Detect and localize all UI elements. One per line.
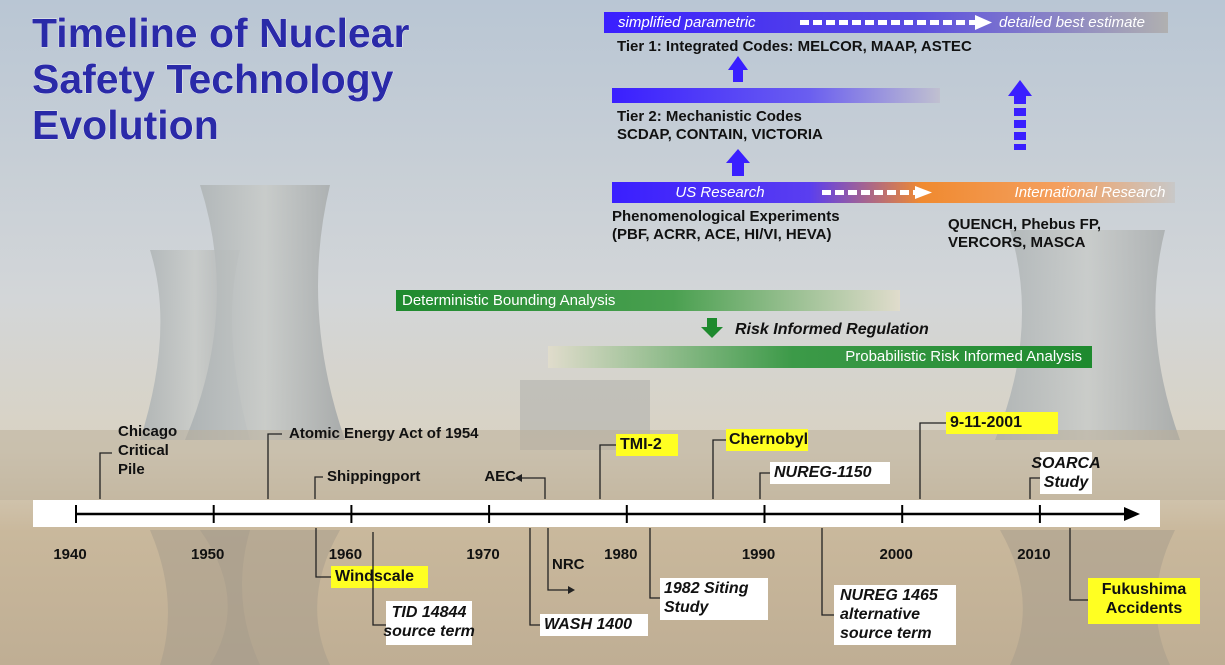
event-label: Fukushima	[1102, 581, 1187, 598]
event-label: source term	[383, 623, 475, 640]
event-label: NUREG-1150	[774, 464, 872, 481]
event-label: WASH 1400	[544, 616, 632, 633]
cooling-tower	[995, 230, 1180, 440]
event-label: Study	[664, 599, 710, 616]
event-label: NUREG 1465	[840, 587, 939, 604]
event-label: Accidents	[1106, 600, 1183, 617]
event-label: Pile	[118, 461, 145, 478]
experiments-label: Phenomenological Experiments	[612, 208, 840, 225]
arrow-dash	[1014, 144, 1026, 150]
event-label: Chicago	[118, 423, 177, 440]
regulation-label: Risk Informed Regulation	[735, 321, 929, 338]
title-line: Timeline of Nuclear	[32, 10, 410, 56]
bar-label: Probabilistic Risk Informed Analysis	[845, 348, 1082, 365]
bar-label: simplified parametric	[618, 14, 756, 31]
slide: Timeline of NuclearSafety TechnologyEvol…	[0, 0, 1225, 665]
bar-label: US Research	[675, 184, 764, 201]
arrow-dash	[1014, 132, 1026, 140]
event-label: TID 14844	[392, 604, 467, 621]
experiments-label: QUENCH, Phebus FP,	[948, 216, 1101, 233]
event-label: TMI-2	[620, 436, 662, 453]
event-label: SOARCA	[1031, 455, 1100, 472]
tier2-label: Tier 2: Mechanistic Codes	[617, 108, 802, 125]
event-label: Chernobyl	[729, 431, 808, 448]
experiments-label: VERCORS, MASCA	[948, 234, 1086, 251]
event-label: AEC	[484, 468, 516, 485]
title-line: Evolution	[32, 102, 219, 148]
event-label: 9-11-2001	[950, 414, 1022, 431]
year-label: 1990	[742, 546, 775, 563]
year-label: 1970	[466, 546, 499, 563]
event-label: Shippingport	[327, 468, 420, 485]
arrow-dash	[1014, 108, 1026, 116]
bar-label: International Research	[1015, 184, 1166, 201]
bar-label: detailed best estimate	[999, 14, 1145, 31]
tier1-label: Tier 1: Integrated Codes: MELCOR, MAAP, …	[617, 38, 972, 55]
event-label: Critical	[118, 442, 169, 459]
tier2-label: SCDAP, CONTAIN, VICTORIA	[617, 126, 823, 143]
title-line: Safety Technology	[32, 56, 394, 102]
year-label: 1980	[604, 546, 637, 563]
year-label: 1950	[191, 546, 224, 563]
event-label: Windscale	[335, 568, 414, 585]
event-label: source term	[840, 625, 932, 642]
year-label: 2010	[1017, 546, 1050, 563]
year-label: 2000	[880, 546, 913, 563]
event-label: NRC	[552, 556, 585, 573]
bar-label: Deterministic Bounding Analysis	[402, 292, 615, 309]
year-label: 1940	[53, 546, 86, 563]
event-label: alternative	[840, 606, 920, 623]
arrow-dash	[1014, 120, 1026, 128]
experiments-label: (PBF, ACRR, ACE, HI/VI, HEVA)	[612, 226, 831, 243]
tier2-bar	[612, 88, 940, 103]
event-label: Study	[1044, 474, 1090, 491]
event-label: 1982 Siting	[664, 580, 749, 597]
event-label: Atomic Energy Act of 1954	[289, 425, 479, 442]
year-label: 1960	[329, 546, 362, 563]
